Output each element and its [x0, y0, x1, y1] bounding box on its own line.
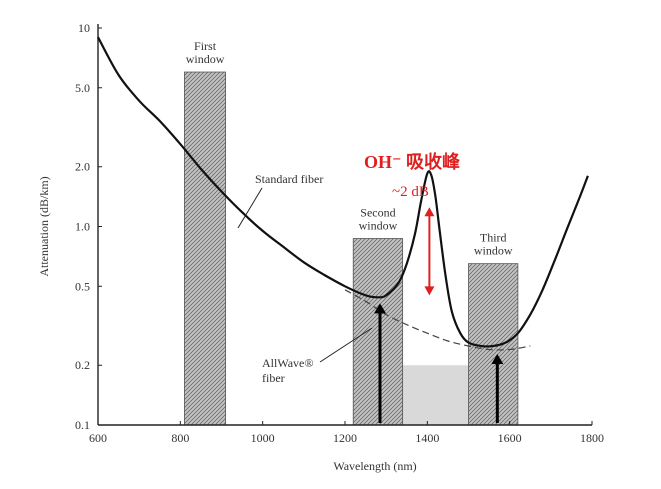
y-tick-label-0.5: 0.5 — [75, 279, 90, 293]
window-label-3-line-2: window — [474, 244, 513, 258]
window-rect-2 — [352, 238, 404, 426]
x-tick-label-1800: 1800 — [580, 431, 604, 445]
allwave-fiber-label: AllWave® — [262, 356, 313, 370]
x-tick-label-1400: 1400 — [415, 431, 439, 445]
x-tick-label-600: 600 — [89, 431, 107, 445]
arrows-layer — [373, 207, 504, 423]
y-tick-label-5: 5.0 — [75, 81, 90, 95]
standard-fiber-label: Standard fiber — [255, 172, 323, 186]
series-line-1 — [97, 36, 589, 348]
oh-peak-label: OH⁻ 吸收峰 — [364, 151, 461, 172]
series-line-2 — [344, 289, 531, 351]
oh-delta-label: ~2 dB — [392, 184, 429, 200]
y-tick-label-0.1: 0.1 — [75, 418, 90, 432]
y-tick-label-2: 2.0 — [75, 160, 90, 174]
y-tick-label-10: 10 — [78, 21, 90, 35]
window-label-2-line-1: Second — [360, 206, 395, 220]
y-tick-label-0.2: 0.2 — [75, 358, 90, 372]
y-axis-title: Attenuation (dB/km) — [37, 176, 51, 276]
window-label-1-line-2: window — [186, 52, 225, 66]
x-tick-label-1000: 1000 — [251, 431, 275, 445]
oh-red-arrow-top — [424, 207, 435, 217]
ticks-layer: 600 800 1000 1200 1400 1600 1800 0.1 0.2 0.5 1.0 2.… — [75, 21, 604, 445]
allwave-fiber-leader — [319, 327, 373, 363]
second-window-arrow-head — [373, 303, 386, 314]
x-tick-label-1200: 1200 — [333, 431, 357, 445]
series-layer — [97, 36, 589, 351]
oh-red-arrow-bottom — [424, 286, 435, 296]
standard-fiber-leader — [237, 187, 263, 229]
x-tick-label-800: 800 — [171, 431, 189, 445]
y-tick-label-1: 1.0 — [75, 220, 90, 234]
x-axis-title: Wavelength (nm) — [333, 459, 416, 473]
window-rect-1 — [184, 71, 227, 426]
allwave-fiber-label-2: fiber — [262, 371, 285, 385]
window-label-3-line-1: Third — [480, 231, 507, 245]
third-window-arrow-head — [491, 354, 504, 365]
x-tick-label-1600: 1600 — [498, 431, 522, 445]
window-label-2-line-2: window — [359, 219, 398, 233]
window-label-1-line-1: First — [194, 39, 217, 53]
